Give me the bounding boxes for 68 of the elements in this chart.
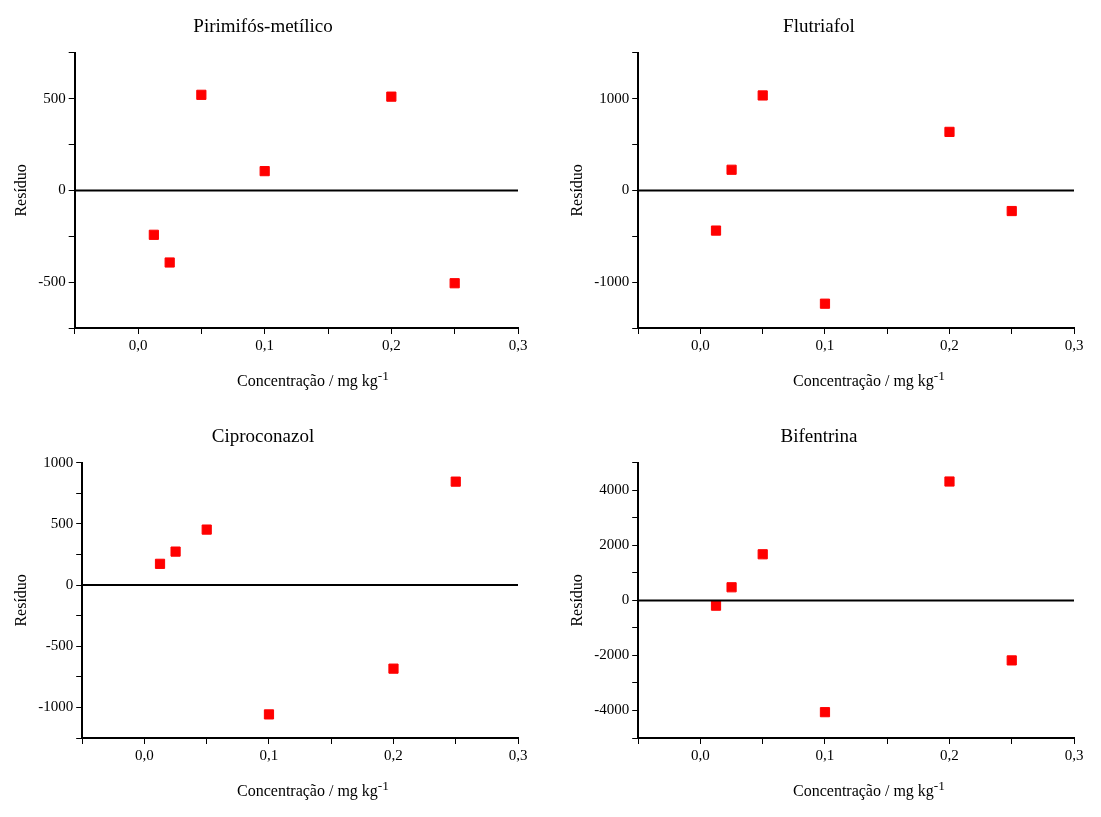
y-tick-label: -4000 <box>594 701 630 718</box>
y-tick-label: 500 <box>50 514 74 531</box>
point <box>710 600 722 611</box>
x-tick-label: 0,1 <box>815 746 835 763</box>
point <box>263 709 275 720</box>
point <box>170 546 181 557</box>
y-tick-label: -1000 <box>38 698 74 715</box>
chart-title: Bifentrina <box>780 425 859 447</box>
x-tick-label: 0,1 <box>815 336 835 353</box>
y-axis-title: Resíduo <box>567 164 585 217</box>
y-tick-label: 0 <box>621 181 630 198</box>
y-tick-label: -1000 <box>594 273 630 290</box>
x-tick-label: 0,2 <box>381 336 401 353</box>
y-tick-label: -2000 <box>594 646 630 663</box>
x-tick-label: 0,1 <box>259 746 279 763</box>
point <box>726 164 737 175</box>
x-tick-label: 0,0 <box>128 336 148 353</box>
point <box>726 582 737 593</box>
y-tick-label: 500 <box>43 89 66 106</box>
y-tick-label: 0 <box>621 591 630 608</box>
point <box>819 298 831 309</box>
point <box>154 558 166 569</box>
x-tick-label: 0,2 <box>940 746 959 763</box>
point <box>449 278 460 289</box>
x-tick-label: 0,0 <box>135 746 154 763</box>
y-axis-title: Resíduo <box>567 574 585 627</box>
x-axis-title: Concentração / mg kg$^{-1}$ <box>236 368 390 391</box>
y-tick-label: 1000 <box>599 89 630 106</box>
x-tick-label: 0,0 <box>691 746 710 763</box>
point <box>201 524 212 535</box>
y-tick-label: -500 <box>45 637 74 654</box>
x-tick-label: 0,2 <box>940 336 959 353</box>
y-tick-label: 0 <box>58 181 66 198</box>
point <box>1006 205 1017 217</box>
point <box>757 549 768 560</box>
x-tick-label: 0,3 <box>1064 336 1084 353</box>
x-tick-label: 0,0 <box>691 336 710 353</box>
point <box>710 225 722 236</box>
x-axis-title: Concentração / mg kg$^{-1}$ <box>792 778 946 801</box>
point <box>196 89 207 100</box>
y-tick-label: 2000 <box>599 536 630 553</box>
point <box>148 229 159 240</box>
point <box>386 91 397 102</box>
x-tick-label: 0,2 <box>384 746 403 763</box>
point <box>388 663 399 674</box>
x-tick-label: 0,3 <box>508 746 528 763</box>
chart-title: Pirimifós-metílico <box>193 15 333 37</box>
chart-title: Ciproconazol <box>211 425 315 447</box>
y-tick-label: -500 <box>38 273 66 290</box>
x-tick-label: 0,3 <box>508 336 528 353</box>
point <box>450 476 461 487</box>
point <box>164 257 175 268</box>
point <box>819 707 831 718</box>
y-tick-label: 1000 <box>43 453 74 470</box>
point <box>944 476 955 487</box>
point <box>757 90 768 101</box>
x-tick-label: 0,3 <box>1064 746 1084 763</box>
x-axis-title: Concentração / mg kg$^{-1}$ <box>792 368 946 391</box>
y-tick-label: 4000 <box>599 481 630 498</box>
point <box>1006 655 1017 666</box>
x-axis-title: Concentração / mg kg$^{-1}$ <box>236 778 390 801</box>
x-tick-label: 0,1 <box>255 336 275 353</box>
chart-title: Flutriafol <box>783 15 855 37</box>
y-axis-title: Resíduo <box>11 164 29 217</box>
y-tick-label: 0 <box>65 576 74 593</box>
point <box>259 166 270 177</box>
y-axis-title: Resíduo <box>11 574 29 627</box>
point <box>944 126 955 137</box>
